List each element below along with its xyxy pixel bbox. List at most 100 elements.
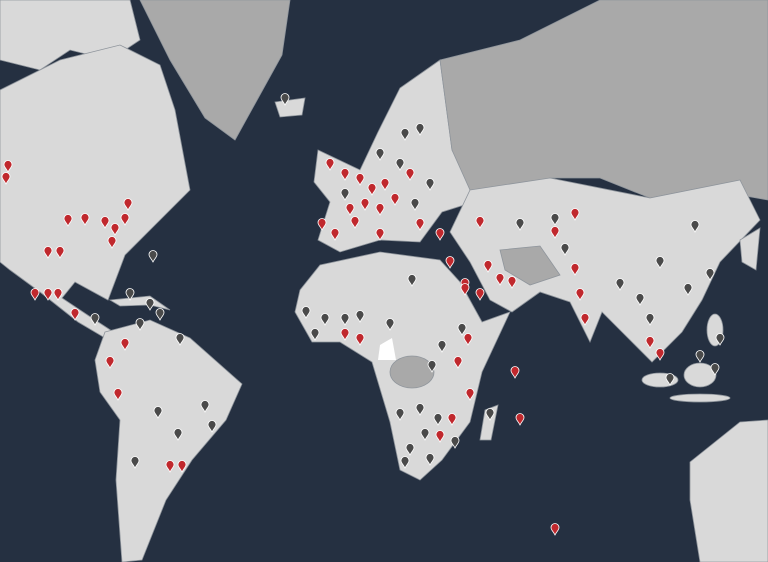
map-pin[interactable] [435, 430, 445, 443]
map-pin[interactable] [400, 456, 410, 469]
map-pin[interactable] [445, 256, 455, 269]
map-pin[interactable] [475, 288, 485, 301]
map-pin[interactable] [645, 336, 655, 349]
map-pin[interactable] [425, 178, 435, 191]
map-pin[interactable] [207, 420, 217, 433]
map-pin[interactable] [410, 198, 420, 211]
map-pin[interactable] [120, 338, 130, 351]
map-pin[interactable] [375, 148, 385, 161]
map-pin[interactable] [450, 436, 460, 449]
map-pin[interactable] [317, 218, 327, 231]
map-pin[interactable] [655, 256, 665, 269]
map-pin[interactable] [515, 218, 525, 231]
map-pin[interactable] [110, 223, 120, 236]
map-pin[interactable] [145, 298, 155, 311]
map-pin[interactable] [70, 308, 80, 321]
map-pin[interactable] [3, 160, 13, 173]
map-pin[interactable] [375, 228, 385, 241]
map-pin[interactable] [310, 328, 320, 341]
map-pin[interactable] [550, 523, 560, 536]
map-pin[interactable] [395, 158, 405, 171]
map-pin[interactable] [665, 373, 675, 386]
map-pin[interactable] [715, 333, 725, 346]
map-pin[interactable] [483, 260, 493, 273]
map-pin[interactable] [130, 456, 140, 469]
map-pin[interactable] [125, 288, 135, 301]
map-pin[interactable] [165, 460, 175, 473]
map-pin[interactable] [123, 198, 133, 211]
map-pin[interactable] [30, 288, 40, 301]
map-pin[interactable] [485, 408, 495, 421]
map-pin[interactable] [435, 228, 445, 241]
map-pin[interactable] [580, 313, 590, 326]
map-pin[interactable] [280, 93, 290, 106]
map-pin[interactable] [465, 388, 475, 401]
map-pin[interactable] [340, 168, 350, 181]
map-pin[interactable] [507, 276, 517, 289]
map-pin[interactable] [560, 243, 570, 256]
map-pin[interactable] [415, 123, 425, 136]
map-pin[interactable] [463, 333, 473, 346]
map-pin[interactable] [148, 250, 158, 263]
map-pin[interactable] [570, 208, 580, 221]
map-pin[interactable] [1, 172, 11, 185]
map-pin[interactable] [340, 328, 350, 341]
map-pin[interactable] [453, 356, 463, 369]
map-pin[interactable] [177, 460, 187, 473]
map-pin[interactable] [355, 310, 365, 323]
map-pin[interactable] [690, 220, 700, 233]
map-pin[interactable] [105, 356, 115, 369]
map-pin[interactable] [655, 348, 665, 361]
map-pin[interactable] [550, 226, 560, 239]
map-pin[interactable] [415, 403, 425, 416]
map-pin[interactable] [301, 306, 311, 319]
map-pin[interactable] [385, 318, 395, 331]
map-pin[interactable] [43, 246, 53, 259]
map-pin[interactable] [395, 408, 405, 421]
map-pin[interactable] [355, 333, 365, 346]
map-pin[interactable] [405, 168, 415, 181]
map-pin[interactable] [457, 323, 467, 336]
map-pin[interactable] [367, 183, 377, 196]
map-pin[interactable] [427, 360, 437, 373]
map-pin[interactable] [80, 213, 90, 226]
map-pin[interactable] [645, 313, 655, 326]
map-pin[interactable] [447, 413, 457, 426]
map-pin[interactable] [570, 263, 580, 276]
map-pin[interactable] [433, 413, 443, 426]
map-pin[interactable] [320, 313, 330, 326]
map-pin[interactable] [43, 288, 53, 301]
map-pin[interactable] [340, 313, 350, 326]
map-pin[interactable] [710, 363, 720, 376]
map-pin[interactable] [683, 283, 693, 296]
map-pin[interactable] [113, 388, 123, 401]
map-pin[interactable] [390, 193, 400, 206]
map-pin[interactable] [380, 178, 390, 191]
map-pin[interactable] [705, 268, 715, 281]
map-pin[interactable] [437, 340, 447, 353]
map-pin[interactable] [415, 218, 425, 231]
map-pin[interactable] [340, 188, 350, 201]
map-pin[interactable] [107, 236, 117, 249]
map-pin[interactable] [350, 216, 360, 229]
map-pin[interactable] [345, 203, 355, 216]
map-pin[interactable] [175, 333, 185, 346]
map-pin[interactable] [90, 313, 100, 326]
map-pin[interactable] [550, 213, 560, 226]
map-pin[interactable] [420, 428, 430, 441]
map-pin[interactable] [200, 400, 210, 413]
map-pin[interactable] [407, 274, 417, 287]
map-pin[interactable] [405, 443, 415, 456]
map-pin[interactable] [695, 350, 705, 363]
map-pin[interactable] [63, 214, 73, 227]
map-pin[interactable] [325, 158, 335, 171]
map-pin[interactable] [495, 273, 505, 286]
map-pin[interactable] [360, 198, 370, 211]
map-pin[interactable] [635, 293, 645, 306]
map-pin[interactable] [510, 366, 520, 379]
map-pin[interactable] [100, 216, 110, 229]
map-pin[interactable] [120, 213, 130, 226]
map-pin[interactable] [153, 406, 163, 419]
map-pin[interactable] [330, 228, 340, 241]
map-pin[interactable] [400, 128, 410, 141]
